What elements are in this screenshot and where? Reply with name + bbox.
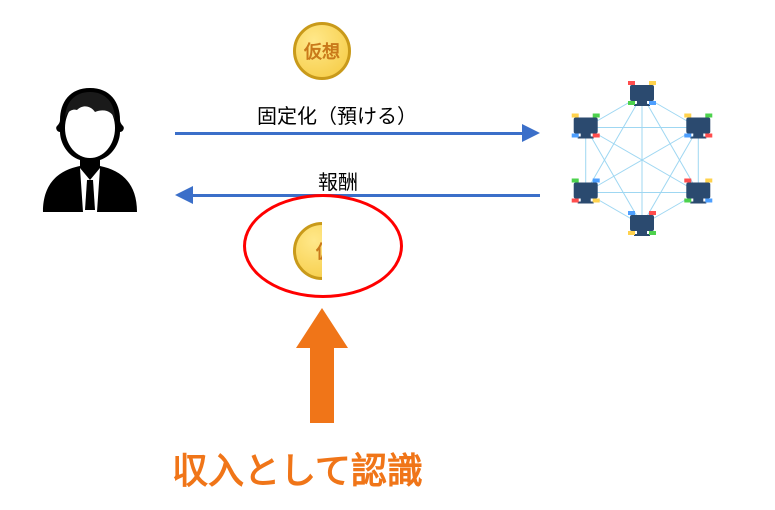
coin-top-text: 仮想 <box>304 38 340 64</box>
label-reward: 報酬 <box>318 166 358 195</box>
person-icon <box>35 80 145 220</box>
coin-top: 仮想 <box>293 22 351 80</box>
label-deposit: 固定化（預ける） <box>257 100 417 129</box>
orange-arrow-head <box>296 308 348 348</box>
orange-arrow-shaft <box>310 348 334 423</box>
arrow-deposit-head <box>522 124 540 142</box>
arrow-reward-head <box>175 186 193 204</box>
arrow-deposit-line <box>175 132 522 135</box>
network-icon <box>555 80 730 240</box>
orange-arrow <box>296 308 348 423</box>
arrow-reward-line <box>193 194 540 197</box>
title-text: 収入として認識 <box>172 442 423 494</box>
highlight-ellipse <box>243 194 403 298</box>
